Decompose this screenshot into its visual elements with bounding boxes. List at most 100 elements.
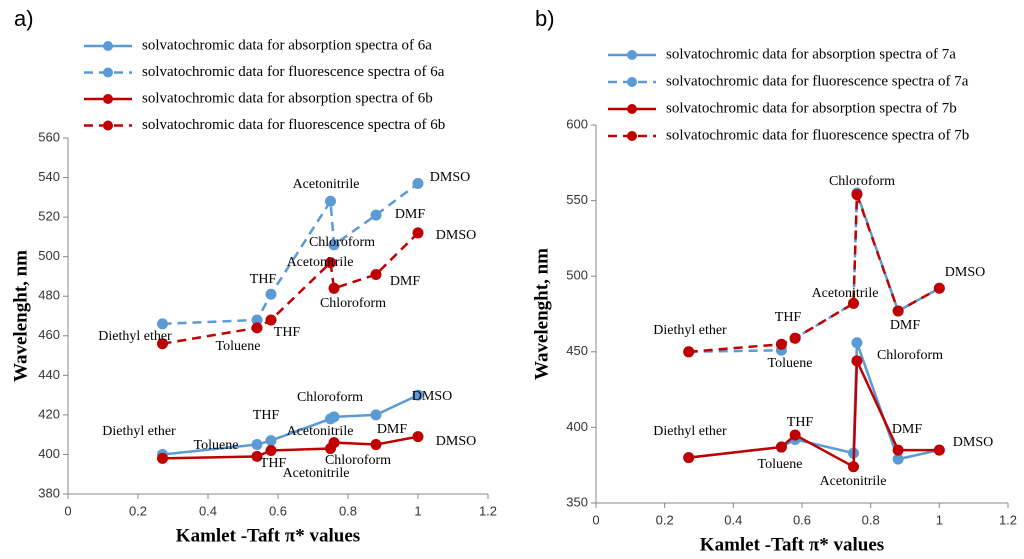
data-point	[851, 189, 863, 201]
legend-label: solvatochromic data for fluorescence spe…	[142, 64, 445, 80]
panel-label: a)	[14, 6, 34, 31]
y-tick-label: 600	[566, 116, 588, 131]
x-tick-label: 1.2	[479, 503, 497, 518]
legend-marker	[103, 67, 113, 78]
y-tick-label: 500	[566, 268, 588, 283]
x-tick-label: 0.2	[129, 503, 147, 518]
x-axis-title: Kamlet -Taft π* values	[700, 534, 884, 555]
annotation: THF	[253, 408, 280, 423]
data-point	[265, 435, 277, 447]
legend-marker	[627, 50, 637, 60]
annotation: Chloroform	[320, 296, 386, 311]
data-point	[251, 322, 263, 334]
legend-label: solvatochromic data for fluorescence spe…	[666, 127, 969, 143]
x-tick-label: 1.2	[999, 512, 1017, 527]
annotation: Chloroform	[297, 390, 363, 405]
annotation: DMSO	[953, 435, 993, 450]
data-point	[851, 355, 863, 367]
y-axis-title: Wavelenght, nm	[531, 248, 552, 380]
data-point	[251, 314, 263, 326]
y-tick-label: 520	[38, 209, 60, 224]
annotation: Acetonitrile	[287, 424, 354, 439]
annotation: DMSO	[412, 389, 452, 404]
data-point	[851, 337, 863, 349]
annotation: DMSO	[945, 265, 985, 280]
annotation: Chloroform	[309, 235, 375, 250]
data-point	[370, 209, 382, 221]
data-point	[848, 461, 859, 473]
data-point	[683, 346, 695, 358]
annotation: Acetonitrile	[812, 286, 879, 301]
x-tick-label: 0.4	[724, 512, 742, 527]
data-point	[412, 227, 424, 239]
data-point	[412, 177, 424, 189]
annotation: DMF	[892, 422, 923, 437]
data-point	[370, 409, 382, 421]
x-tick-label: 0.8	[339, 503, 357, 518]
data-point	[265, 288, 277, 300]
legend-marker	[627, 131, 637, 141]
data-point	[251, 439, 263, 451]
y-tick-label: 460	[38, 327, 60, 342]
annotation: DMF	[377, 422, 408, 437]
annotation: Toluene	[216, 339, 261, 354]
annotation: Chloroform	[325, 453, 391, 468]
legend-label: solvatochromic data for absorption spect…	[666, 46, 956, 62]
panel-label: b)	[535, 6, 555, 31]
data-point	[370, 439, 382, 451]
data-point	[933, 282, 945, 294]
data-point	[775, 338, 787, 350]
legend-marker	[627, 104, 637, 114]
annotation: THF	[274, 325, 301, 340]
annotation: Toluene	[768, 356, 813, 371]
x-tick-label: 0	[64, 503, 71, 518]
legend-marker	[103, 120, 113, 131]
data-point	[412, 389, 424, 401]
y-tick-label: 560	[38, 129, 60, 144]
y-tick-label: 500	[38, 248, 60, 263]
x-tick-label: 0.6	[269, 503, 287, 518]
legend-label: solvatochromic data for absorption spect…	[142, 37, 432, 53]
x-tick-label: 0	[592, 512, 599, 527]
legend-marker	[627, 77, 637, 87]
data-point	[157, 338, 168, 350]
annotation: Toluene	[194, 438, 239, 453]
data-point	[848, 297, 859, 309]
data-point	[265, 444, 277, 456]
data-point	[157, 318, 168, 330]
annotation: Acetonitrile	[820, 474, 887, 489]
data-point	[789, 429, 801, 441]
data-point	[892, 444, 904, 456]
annotation: Diethyl ether	[102, 424, 176, 439]
x-axis-title: Kamlet -Taft π* values	[176, 525, 360, 546]
y-tick-label: 540	[38, 169, 60, 184]
annotation: Toluene	[758, 457, 803, 472]
legend-marker	[103, 94, 113, 104]
legend-label: solvatochromic data for fluorescence spe…	[666, 73, 969, 89]
data-point	[789, 332, 801, 344]
data-point	[325, 257, 336, 269]
annotation: Diethyl ether	[653, 323, 727, 338]
annotation: THF	[787, 415, 814, 430]
x-tick-label: 0.4	[199, 503, 217, 518]
data-point	[892, 453, 904, 465]
y-tick-label: 400	[38, 446, 60, 461]
data-point	[251, 450, 263, 462]
annotation: Acetonitrile	[287, 255, 354, 270]
data-point	[412, 431, 424, 443]
data-point	[265, 314, 277, 326]
annotation: Chloroform	[877, 348, 943, 363]
annotation: Diethyl ether	[98, 329, 172, 344]
data-point	[892, 305, 904, 317]
y-tick-label: 450	[566, 343, 588, 358]
x-tick-label: 0.6	[793, 512, 811, 527]
annotation: THF	[250, 272, 277, 287]
annotation: DMF	[390, 274, 421, 289]
data-point	[683, 452, 695, 464]
y-tick-label: 480	[38, 288, 60, 303]
y-tick-label: 400	[566, 419, 588, 434]
data-point	[325, 195, 336, 207]
annotation: Diethyl ether	[653, 424, 727, 439]
y-tick-label: 550	[566, 192, 588, 207]
